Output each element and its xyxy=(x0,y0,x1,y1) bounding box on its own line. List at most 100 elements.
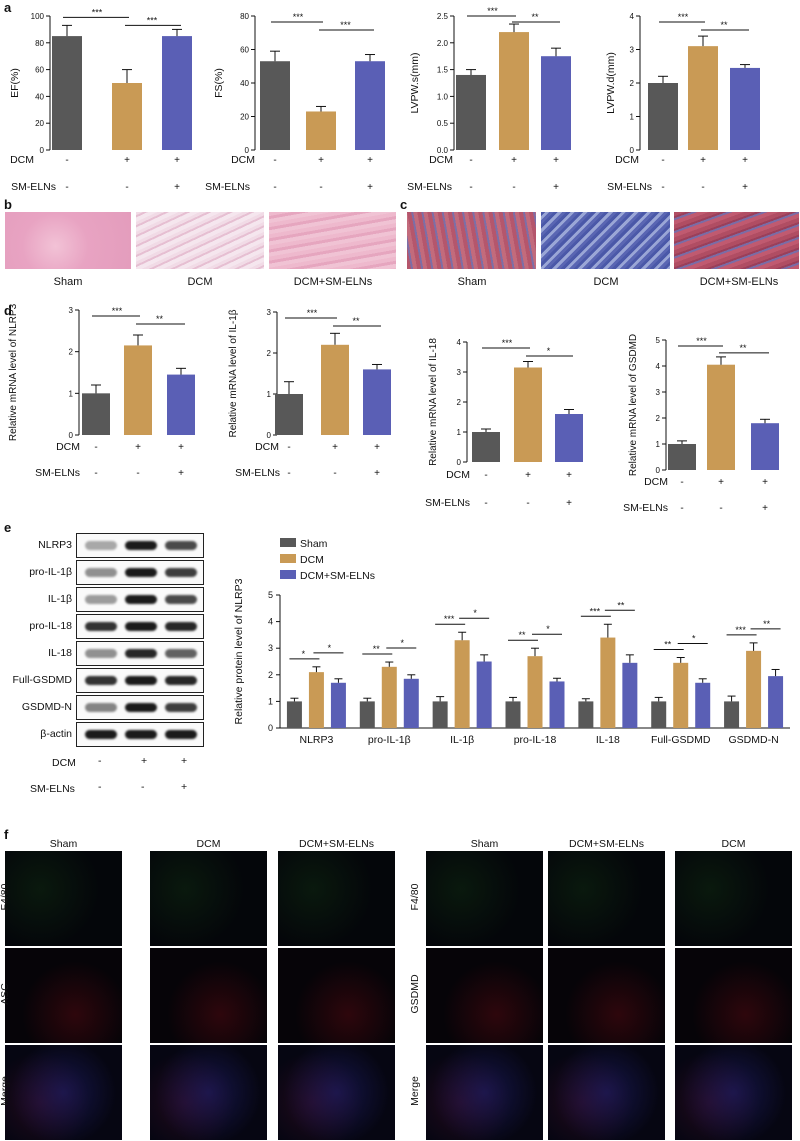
sig-label: *** xyxy=(112,306,123,316)
dcm-sign: + xyxy=(525,470,531,481)
panel-label-b: b xyxy=(4,197,12,212)
y-tick-label: 20 xyxy=(35,119,44,128)
y-tick-label: 5 xyxy=(268,590,273,600)
panel-label-d: d xyxy=(4,303,12,318)
y-tick-label: 3 xyxy=(656,388,661,397)
bar xyxy=(359,701,375,728)
y-tick-label: 2 xyxy=(267,349,272,358)
y-tick-label: 40 xyxy=(35,92,44,101)
bar xyxy=(162,36,192,150)
dcm-sign: + xyxy=(553,155,559,166)
western-band-strip xyxy=(76,668,204,693)
y-tick-label: 0 xyxy=(268,723,273,733)
western-band-strip xyxy=(76,587,204,612)
western-band xyxy=(125,703,157,712)
y-tick-label: 0 xyxy=(245,146,250,155)
bar xyxy=(688,46,718,150)
bar xyxy=(648,83,678,150)
dcm-row-label: DCM xyxy=(429,154,453,166)
western-band-label: Full-GSDMD xyxy=(12,674,73,686)
dcm-row-label: DCM xyxy=(644,476,668,488)
panel-label-e: e xyxy=(4,520,12,535)
dcm-sign: + xyxy=(141,755,148,767)
sig-label: *** xyxy=(92,7,103,17)
masson-image-dcm xyxy=(541,212,670,269)
y-tick-label: 80 xyxy=(35,39,44,48)
bar xyxy=(768,676,784,728)
bar xyxy=(476,661,492,728)
western-band-label: pro-IL-1β xyxy=(29,566,72,578)
y-tick-label: 0 xyxy=(630,146,635,155)
y-tick-label: 0 xyxy=(267,431,272,440)
dcm-sign: + xyxy=(566,470,572,481)
dcm-sign: - xyxy=(65,155,68,166)
he-caption-dcm-sm: DCM+SM-ELNs xyxy=(293,276,373,288)
western-band-strip xyxy=(76,695,204,720)
y-tick-label: 2.0 xyxy=(437,39,449,48)
fluor-tile-left xyxy=(5,1045,122,1140)
sig-label: *** xyxy=(444,614,455,624)
western-band xyxy=(165,649,197,658)
western-band xyxy=(125,595,157,604)
fluor-col-label-left: DCM xyxy=(196,838,221,850)
sm-sign: - xyxy=(512,182,515,193)
sm-row-label: SM-ELNs xyxy=(607,181,652,193)
y-axis-label: Relative mRNA level of GSDMD xyxy=(628,334,639,476)
fluor-tile-right xyxy=(675,948,792,1043)
sig-label: * xyxy=(546,624,550,634)
y-tick-label: 1 xyxy=(69,389,74,398)
sm-sign: + xyxy=(374,468,380,479)
sm-sign: - xyxy=(319,182,322,193)
legend-label: DCM xyxy=(300,554,324,566)
fluor-col-label-left: DCM+SM-ELNs xyxy=(299,838,374,850)
y-tick-label: 1 xyxy=(630,113,635,122)
x-tick-label: IL-18 xyxy=(596,734,620,746)
y-tick-label: 2 xyxy=(630,79,635,88)
y-tick-label: 3 xyxy=(267,308,272,317)
sig-label: ** xyxy=(617,600,625,610)
sm-sign: + xyxy=(174,182,180,193)
fluor-tile-right xyxy=(548,1045,665,1140)
bar xyxy=(124,345,152,435)
sig-label: ** xyxy=(352,316,360,326)
dcm-sign: + xyxy=(742,155,748,166)
legend-swatch xyxy=(280,570,296,579)
western-band xyxy=(125,568,157,577)
legend-swatch xyxy=(280,538,296,547)
legend-swatch xyxy=(280,554,296,563)
y-tick-label: 60 xyxy=(240,46,249,55)
y-tick-label: 5 xyxy=(656,336,661,345)
western-band xyxy=(85,649,117,658)
western-band xyxy=(125,541,157,550)
bar xyxy=(321,344,349,435)
masson-caption-sham: Sham xyxy=(457,276,487,288)
dcm-sign: + xyxy=(181,755,188,767)
sm-sign: - xyxy=(65,182,68,193)
sm-sign: - xyxy=(469,182,472,193)
dcm-row-label: DCM xyxy=(52,757,76,769)
bar xyxy=(456,74,486,150)
western-band xyxy=(125,730,157,739)
sm-sign: + xyxy=(762,503,768,514)
dcm-sign: + xyxy=(700,155,706,166)
fluor-tile-left xyxy=(150,851,267,946)
sm-row-label: SM-ELNs xyxy=(425,497,470,509)
western-band-strip xyxy=(76,533,204,558)
sig-label: *** xyxy=(502,338,513,348)
y-tick-label: 1 xyxy=(457,428,462,437)
western-band xyxy=(125,622,157,631)
dcm-row-label: DCM xyxy=(615,154,639,166)
sm-sign: - xyxy=(680,503,683,514)
sig-label: * xyxy=(547,346,551,356)
western-band xyxy=(165,595,197,604)
y-tick-label: 2 xyxy=(656,414,661,423)
y-tick-label: 3 xyxy=(69,306,74,315)
western-band-label: IL-1β xyxy=(47,593,72,605)
sm-sign: - xyxy=(526,498,529,509)
western-band xyxy=(125,676,157,685)
sm-sign: - xyxy=(125,182,128,193)
y-tick-label: 1.0 xyxy=(437,92,449,101)
y-tick-label: 4 xyxy=(656,362,661,371)
fluor-row-label-right: GSDMD xyxy=(409,974,421,1014)
